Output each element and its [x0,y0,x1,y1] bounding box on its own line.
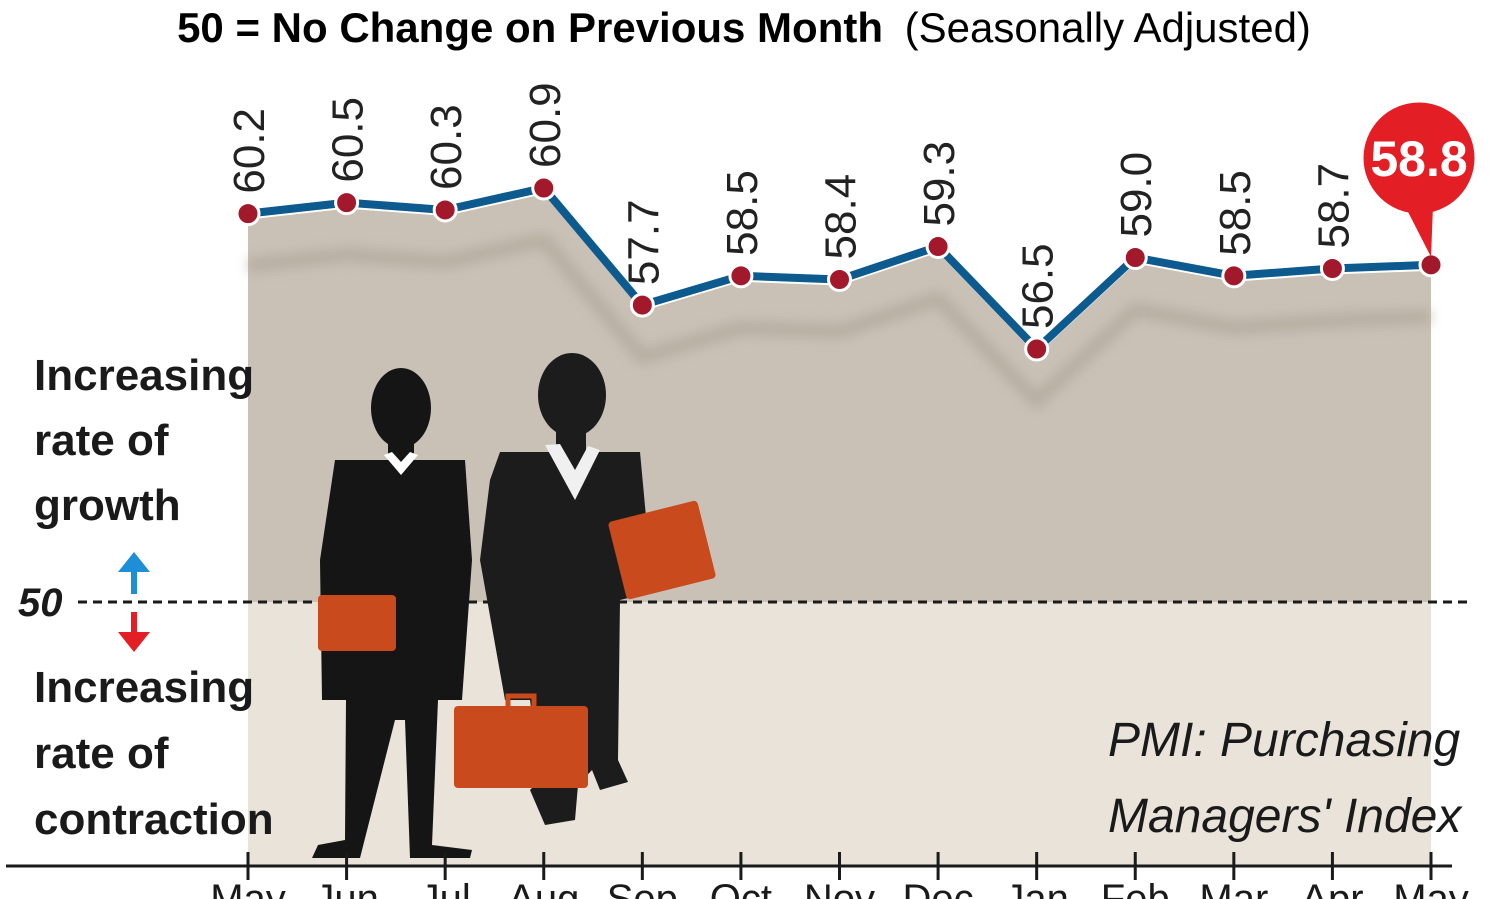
data-point-marker [1319,256,1345,281]
businessmen-silhouette-icon [312,353,716,858]
data-point-marker [728,263,754,289]
data-value-label: 60.9 [521,82,570,168]
data-point-marker [925,234,951,260]
arrow-down-icon [118,612,150,652]
data-value-label: 57.7 [619,199,668,285]
data-value-label: 58.5 [1211,170,1260,256]
contraction-label-line-3: contraction [34,795,274,844]
data-point-marker [432,197,458,223]
data-value-label: 58.7 [1309,163,1358,249]
x-axis-tick-label: Jul [420,877,471,899]
data-point-marker [1024,336,1050,362]
x-axis-tick-label: Aug [508,877,579,899]
x-axis-tick-label: Sep [607,877,678,899]
chart-title-sub: (Seasonally Adjusted) [905,4,1311,51]
data-point-marker [334,190,360,216]
chart-title-main: 50 = No Change on Previous Month [177,4,883,51]
x-axis-tick-label: May [210,877,286,899]
data-value-label: 60.3 [422,104,471,190]
growth-label-line-1: Increasing [34,351,254,400]
data-point-marker [1221,263,1247,289]
x-axis-tick-label: Jan [1004,877,1069,899]
pmi-note-line-2: Managers' Index [1108,790,1463,843]
data-point-marker [1418,252,1444,278]
baseline-50-label: 50 [18,581,63,625]
pmi-note-line-1: PMI: Purchasing [1108,714,1460,767]
growth-label-line-3: growth [34,481,181,530]
x-axis-tick-label: Jun [314,877,379,899]
data-value-label: 59.0 [1112,152,1161,238]
data-value-label: 58.4 [817,174,866,260]
growth-label-line-2: rate of [34,416,169,465]
data-value-label: 60.2 [225,108,274,194]
data-point-marker [1122,245,1148,271]
x-axis-tick-label: Mar [1199,877,1268,899]
chart-title: 50 = No Change on Previous Month (Season… [177,4,1311,51]
data-value-label: 58.5 [718,170,767,256]
arrow-up-icon [118,552,150,594]
data-value-label: 59.3 [915,141,964,227]
x-axis-tick-label: Oct [710,877,772,899]
x-axis-tick-label: Feb [1101,877,1170,899]
data-value-label: 56.5 [1014,243,1063,329]
latest-value-callout-label: 58.8 [1370,131,1467,187]
data-point-marker [235,201,261,227]
data-point-marker [629,292,655,318]
x-axis-tick-label: Dec [903,877,974,899]
area-shadow-band [247,232,1432,411]
data-point-marker [827,266,852,292]
x-axis-tick-label: May [1393,877,1469,899]
data-point-marker [531,175,557,201]
x-axis-tick-label: Apr [1301,877,1363,899]
contraction-label-line-2: rate of [34,729,169,778]
data-value-label: 60.5 [324,97,373,183]
x-axis-tick-label: Nov [804,877,875,899]
latest-value-callout: 58.8 [1360,99,1478,257]
contraction-label-line-1: Increasing [34,663,254,712]
